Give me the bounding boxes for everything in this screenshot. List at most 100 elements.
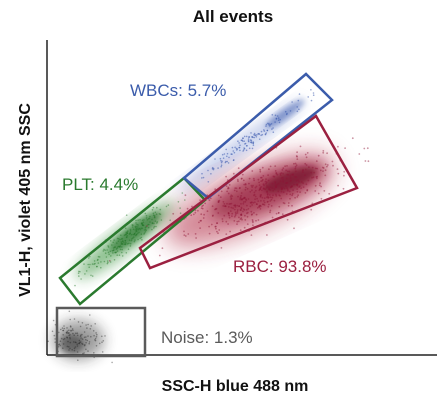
plt-event-point: [136, 228, 139, 230]
plt-event-point: [151, 222, 154, 225]
plt-event-point: [121, 248, 123, 251]
rbc-event-point: [280, 172, 283, 174]
wbc-event-point: [265, 132, 268, 134]
rbc-event-point: [245, 198, 247, 201]
rbc-event-point: [243, 196, 246, 199]
rbc-gate[interactable]: [138, 114, 359, 270]
rbc-event-point: [273, 175, 276, 178]
rbc-event-point: [240, 194, 243, 197]
rbc-event-point: [242, 208, 245, 211]
plt-event-point: [116, 237, 119, 240]
noise-event-point: [73, 349, 76, 352]
rbc-event-point: [275, 193, 277, 196]
noise-event-point: [74, 346, 77, 348]
plt-event-point: [139, 228, 142, 231]
rbc-event-point: [263, 188, 266, 190]
wbc-event-point: [260, 130, 263, 133]
rbc-event-point: [322, 150, 325, 152]
plt-event-point: [105, 256, 108, 258]
rbc-event-point: [337, 145, 339, 148]
noise-gate[interactable]: [55, 306, 147, 358]
noise-event-point: [72, 332, 74, 335]
noise-event-point: [69, 334, 71, 336]
rbc-event-point: [257, 219, 260, 221]
plt-event-point: [121, 243, 123, 245]
rbc-event-point: [305, 156, 308, 159]
rbc-event-point: [239, 198, 242, 201]
rbc-event-point: [293, 183, 295, 186]
wbc-event-point: [226, 155, 228, 158]
rbc-event-point: [283, 202, 286, 205]
rbc-event-point: [280, 188, 283, 191]
wbc-event-point: [278, 121, 281, 124]
plt-event-point: [121, 237, 124, 240]
plt-event-point: [144, 231, 147, 233]
plt-event-point: [109, 250, 112, 253]
rbc-event-point: [229, 210, 232, 213]
plt-event-point: [156, 221, 159, 223]
rbc-event-point: [253, 193, 256, 196]
wbc-event-point: [252, 144, 255, 146]
rbc-event-point: [197, 209, 199, 212]
noise-event-point: [89, 328, 92, 330]
rbc-event-point: [305, 164, 308, 166]
rbc-event-point: [266, 193, 269, 195]
plt-event-point: [184, 199, 186, 201]
wbc-event-point: [243, 147, 246, 150]
wbc-event-point: [271, 114, 274, 116]
rbc-event-point: [289, 177, 292, 179]
rbc-event-point: [223, 205, 226, 208]
plt-event-point: [130, 239, 133, 242]
plt-event-point: [120, 243, 122, 245]
plt-event-point: [159, 213, 162, 216]
rbc-event-point: [280, 197, 283, 200]
noise-event-point: [58, 331, 60, 334]
noise-event-point: [66, 332, 68, 334]
plt-event-point: [107, 246, 110, 248]
rbc-event-point: [220, 190, 223, 193]
noise-event-point: [63, 327, 66, 330]
rbc-event-point: [270, 198, 273, 201]
rbc-event-point: [217, 212, 220, 214]
noise-event-point: [83, 352, 85, 354]
rbc-event-point: [267, 197, 270, 199]
event-points-layer: [47, 89, 370, 364]
rbc-event-point: [275, 172, 278, 175]
noise-event-point: [68, 334, 70, 337]
plt-event-point: [160, 219, 163, 221]
rbc-event-point: [224, 205, 227, 208]
plt-event-point: [179, 207, 181, 209]
wbc-event-point: [226, 152, 229, 155]
wbc-gate[interactable]: [182, 72, 334, 200]
rbc-event-point: [317, 154, 320, 157]
rbc-event-point: [281, 186, 284, 189]
plt-event-point: [167, 204, 170, 206]
rbc-event-point: [248, 182, 250, 185]
noise-event-point: [96, 333, 98, 336]
rbc-event-point: [225, 175, 228, 178]
rbc-event-point: [225, 220, 228, 223]
rbc-event-point: [206, 210, 209, 213]
noise-event-point: [101, 341, 103, 344]
rbc-event-point: [240, 207, 243, 210]
rbc-event-point: [314, 184, 317, 187]
rbc-event-point: [199, 199, 202, 202]
plt-event-point: [134, 239, 136, 241]
wbc-event-point: [252, 141, 255, 143]
rbc-event-point: [318, 184, 321, 187]
rbc-event-point: [259, 195, 262, 198]
rbc-event-point: [244, 183, 247, 185]
plt-event-point: [83, 263, 85, 265]
rbc-event-point: [281, 169, 284, 171]
noise-event-point: [70, 326, 72, 328]
rbc-event-point: [295, 179, 298, 182]
rbc-event-point: [214, 208, 216, 211]
noise-event-point: [72, 329, 74, 332]
plt-event-point: [125, 236, 128, 238]
rbc-event-point: [195, 237, 198, 239]
wbc-event-point: [253, 132, 256, 135]
noise-event-point: [85, 336, 87, 338]
plt-event-point: [128, 239, 131, 241]
rbc-event-point: [246, 215, 249, 218]
wbc-event-point: [264, 133, 267, 136]
